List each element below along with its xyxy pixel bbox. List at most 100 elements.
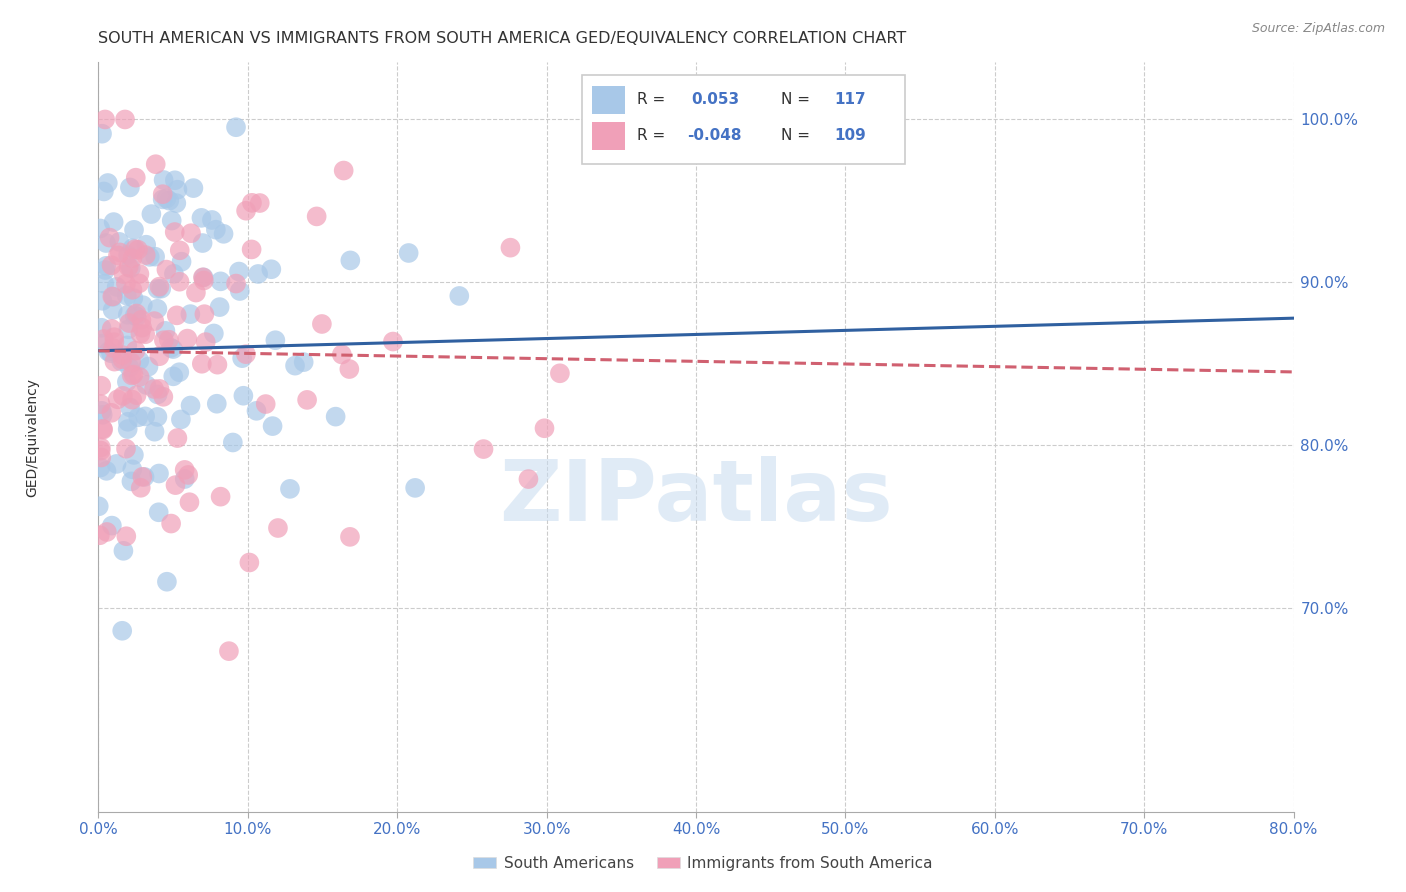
Point bbox=[98, 230, 121, 244]
Point bbox=[179, 495, 201, 509]
Point bbox=[100, 322, 122, 336]
Point bbox=[155, 262, 177, 277]
Point bbox=[124, 242, 146, 256]
Point bbox=[100, 258, 122, 272]
Point bbox=[94, 235, 117, 250]
Point bbox=[100, 406, 122, 420]
Point bbox=[152, 193, 174, 207]
Point bbox=[121, 462, 143, 476]
Point bbox=[148, 349, 170, 363]
Point bbox=[143, 314, 166, 328]
Point bbox=[111, 624, 134, 638]
Text: R =: R = bbox=[637, 128, 665, 144]
Point bbox=[292, 355, 315, 369]
Point bbox=[148, 279, 170, 293]
Point bbox=[103, 354, 125, 368]
Point bbox=[141, 207, 163, 221]
Point bbox=[295, 392, 318, 407]
Point bbox=[105, 280, 128, 294]
Point bbox=[240, 195, 263, 210]
Point bbox=[165, 196, 187, 211]
Point bbox=[143, 250, 166, 264]
Point bbox=[247, 267, 270, 281]
Point bbox=[160, 341, 183, 355]
Legend: South Americans, Immigrants from South America: South Americans, Immigrants from South A… bbox=[467, 850, 939, 877]
Point bbox=[517, 472, 540, 486]
Point bbox=[254, 397, 277, 411]
Point bbox=[128, 277, 150, 291]
Point bbox=[143, 382, 166, 396]
Point bbox=[93, 185, 115, 199]
Point bbox=[264, 333, 287, 347]
Point bbox=[135, 248, 157, 262]
Point bbox=[152, 187, 174, 202]
Point bbox=[548, 366, 571, 380]
Point bbox=[96, 464, 118, 478]
Point bbox=[114, 112, 136, 127]
Point bbox=[125, 388, 148, 402]
Point bbox=[152, 390, 174, 404]
Point bbox=[117, 415, 139, 429]
Point bbox=[160, 213, 183, 227]
Point bbox=[166, 431, 188, 445]
Text: R =: R = bbox=[637, 93, 665, 107]
Point bbox=[129, 326, 152, 341]
Point bbox=[156, 574, 179, 589]
Point bbox=[330, 347, 353, 361]
Point bbox=[202, 326, 225, 341]
Point bbox=[163, 225, 186, 239]
Point bbox=[260, 262, 283, 277]
Point bbox=[163, 267, 186, 281]
Point bbox=[339, 530, 361, 544]
Point bbox=[155, 324, 177, 338]
Point bbox=[134, 470, 156, 484]
Point bbox=[111, 352, 134, 367]
Point bbox=[131, 470, 153, 484]
Point bbox=[170, 412, 193, 426]
Point bbox=[135, 378, 157, 392]
Point bbox=[249, 196, 271, 211]
Point bbox=[245, 404, 267, 418]
Point bbox=[225, 120, 247, 135]
Point bbox=[90, 336, 112, 351]
Text: Source: ZipAtlas.com: Source: ZipAtlas.com bbox=[1251, 22, 1385, 36]
Point bbox=[125, 306, 148, 320]
Point bbox=[103, 335, 125, 350]
Point bbox=[209, 490, 232, 504]
Point bbox=[94, 112, 117, 127]
Point bbox=[134, 327, 156, 342]
Point bbox=[146, 301, 169, 316]
Point bbox=[332, 163, 354, 178]
Point bbox=[121, 283, 143, 297]
Point bbox=[180, 226, 202, 240]
Point bbox=[117, 422, 139, 436]
Point bbox=[121, 368, 143, 383]
Point bbox=[153, 333, 176, 347]
Point bbox=[152, 173, 174, 187]
Point bbox=[169, 244, 191, 258]
Point bbox=[127, 243, 149, 257]
Point bbox=[121, 252, 143, 266]
Point bbox=[121, 392, 143, 407]
Point bbox=[173, 472, 195, 486]
Point bbox=[404, 481, 426, 495]
Point bbox=[205, 397, 228, 411]
Point bbox=[190, 211, 212, 225]
Point bbox=[96, 259, 118, 273]
Point bbox=[135, 237, 157, 252]
Point bbox=[533, 421, 555, 435]
Point bbox=[129, 481, 152, 495]
Point bbox=[180, 399, 202, 413]
Point bbox=[117, 308, 139, 322]
Point bbox=[93, 277, 115, 291]
Point bbox=[108, 235, 131, 249]
Point bbox=[235, 203, 257, 218]
Point bbox=[117, 338, 139, 352]
Point bbox=[240, 243, 263, 257]
Point bbox=[305, 210, 328, 224]
Point bbox=[125, 170, 148, 185]
Point bbox=[115, 529, 138, 543]
Point bbox=[398, 246, 420, 260]
Point bbox=[115, 375, 138, 389]
Point bbox=[194, 335, 217, 350]
